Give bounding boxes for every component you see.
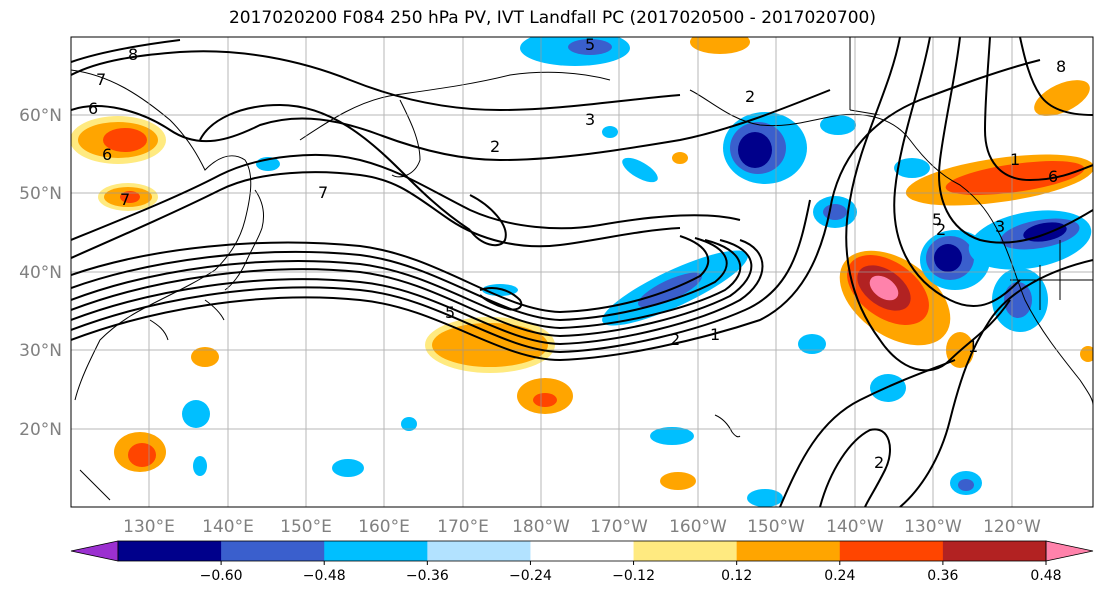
colorbar-tick-label: 0.48 [1030, 568, 1061, 584]
lon-label: 120°W [983, 517, 1041, 537]
contour-label: 7 [120, 190, 130, 209]
contour-label: 5 [932, 210, 942, 229]
colorbar-tick-label: 0.36 [927, 568, 958, 584]
colorbar-swatch [221, 541, 325, 561]
contour-labels: 8 7 6 6 7 7 2 3 2 5 5 2 1 2 3 6 1 1 2 5 … [88, 35, 1066, 472]
figure-title: 2017020200 F084 250 hPa PV, IVT Landfall… [228, 8, 876, 28]
contour-label: 7 [318, 183, 328, 202]
contour-label: 2 [936, 220, 946, 239]
contour-label: 2 [745, 87, 755, 106]
colorbar-swatch [942, 541, 1047, 561]
contour-label: 7 [96, 70, 106, 89]
contour-label: 6 [1048, 167, 1058, 186]
lon-label: 160°W [669, 517, 727, 537]
lat-label: 60°N [19, 106, 62, 126]
contour-label: 1 [968, 337, 978, 356]
contour-label: 8 [128, 45, 138, 64]
lon-label: 130°W [904, 517, 962, 537]
contour-label: 3 [585, 110, 595, 129]
latitude-labels: 60°N 50°N 40°N 30°N 20°N [19, 106, 62, 440]
colorbar-swatch [427, 541, 531, 561]
lon-label: 180°W [512, 517, 570, 537]
lat-label: 40°N [19, 263, 62, 283]
colorbar-swatch [530, 541, 635, 561]
colorbar-swatch [633, 541, 738, 561]
colorbar-tick-label: −0.24 [509, 568, 552, 584]
pc-shading [71, 37, 1093, 507]
lon-label: 150°W [747, 517, 805, 537]
map-frame [70, 36, 1094, 508]
contour-label: 8 [1056, 57, 1066, 76]
contour-label: 6 [88, 99, 98, 118]
colorbar-tick-label: −0.12 [612, 568, 655, 584]
lat-label: 30°N [19, 341, 62, 361]
lon-label: 160°E [358, 517, 410, 537]
contour-label: 2 [670, 330, 680, 349]
lon-label: 130°E [123, 517, 175, 537]
contour-label: 1 [710, 325, 720, 344]
contour-label: 1 [1010, 150, 1020, 169]
lon-label: 170°E [437, 517, 489, 537]
lat-label: 20°N [19, 420, 62, 440]
colorbar-swatch [839, 541, 944, 561]
lon-label: 170°W [590, 517, 648, 537]
contour-label: 2 [490, 137, 500, 156]
colorbar-tick-label: 0.24 [824, 568, 855, 584]
contour-label: 5 [445, 303, 455, 322]
colorbar-tick-label: 0.12 [721, 568, 752, 584]
colorbar-swatch [324, 541, 428, 561]
lon-label: 150°E [280, 517, 332, 537]
contour-label: 2 [874, 453, 884, 472]
graticule [71, 37, 1093, 507]
colorbar-swatch [118, 541, 222, 561]
colorbar-tick-label: −0.60 [200, 568, 243, 584]
contour-label: 6 [102, 145, 112, 164]
lon-label: 140°W [826, 517, 884, 537]
contour-label: 3 [995, 217, 1005, 236]
contour-label: 5 [585, 35, 595, 54]
colorbar-extend-high [1045, 540, 1094, 562]
colorbar-tick-label: −0.48 [303, 568, 346, 584]
colorbar: −0.60 −0.48 −0.36 −0.24 −0.12 0.12 0.24 0.36 0.4… [70, 540, 1094, 584]
longitude-labels: 130°E 140°E 150°E 160°E 170°E 180°W 170°… [123, 517, 1041, 537]
colorbar-swatch [736, 541, 841, 561]
lon-label: 140°E [202, 517, 254, 537]
lat-label: 50°N [19, 184, 62, 204]
colorbar-extend-low [70, 540, 119, 562]
colorbar-outline [117, 540, 1047, 562]
pv-contours [71, 37, 1093, 507]
colorbar-tick-label: −0.36 [406, 568, 449, 584]
